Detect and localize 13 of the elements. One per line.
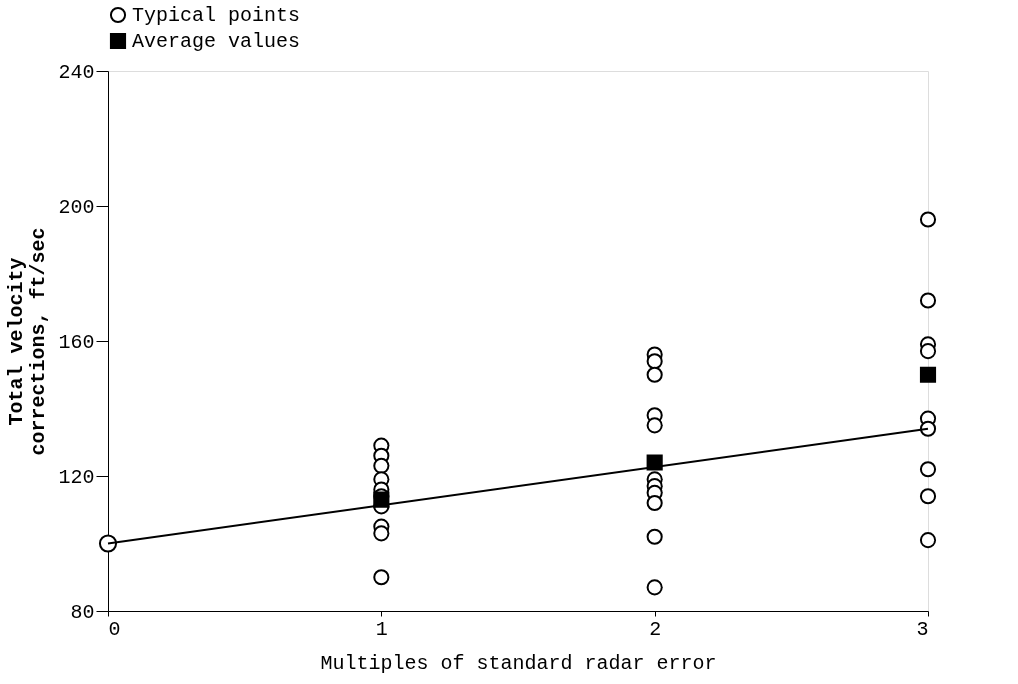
y-axis-title: Total velocity corrections, ft/sec — [5, 227, 51, 456]
x-axis-title: Multiples of standard radar error — [320, 651, 717, 675]
x-tick-label: 1 — [375, 617, 388, 641]
y-tick-label: 200 — [58, 195, 95, 219]
y-tick-label: 120 — [58, 465, 95, 489]
y-tick-label: 80 — [70, 600, 95, 624]
legend-label: Average values — [132, 30, 301, 53]
x-tick-label: 0 — [108, 617, 121, 641]
x-tick-label: 2 — [649, 617, 662, 641]
legend-label: Typical points — [132, 4, 301, 27]
y-tick-label: 160 — [58, 330, 95, 354]
y-tick-label: 240 — [58, 60, 95, 84]
x-tick-label: 3 — [916, 617, 929, 641]
